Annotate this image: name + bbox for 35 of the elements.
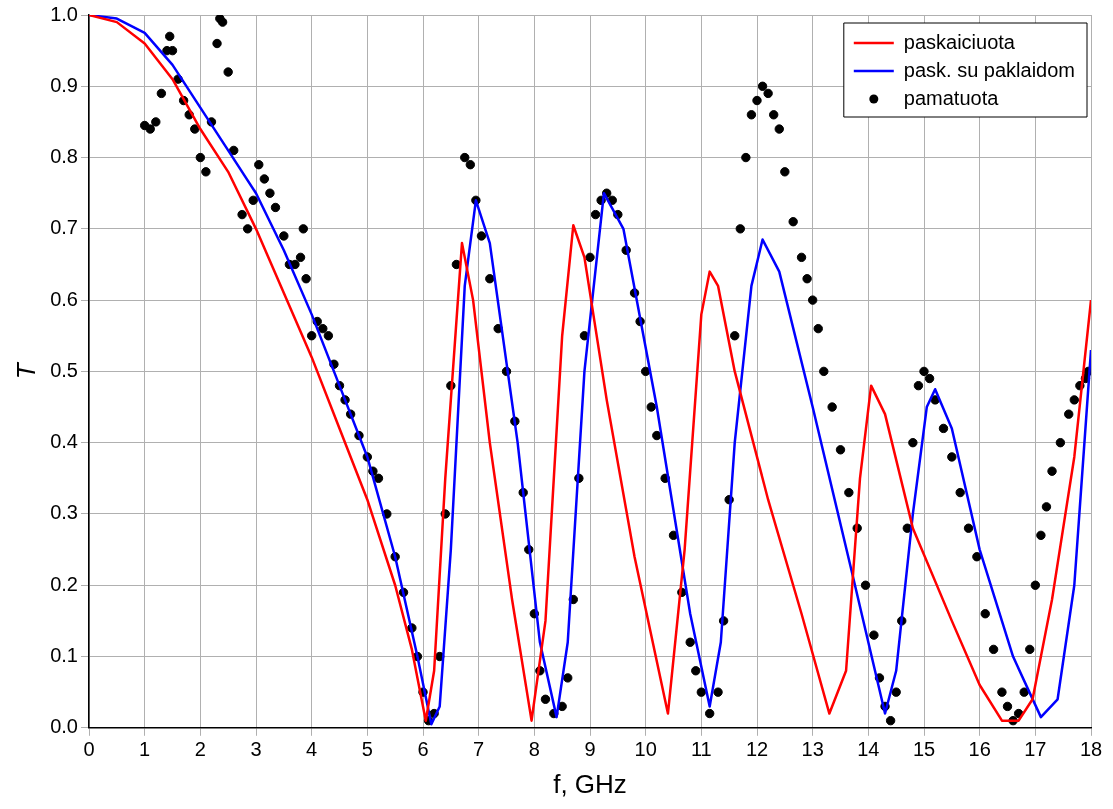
x-tick-label: 17 (1024, 738, 1047, 761)
y-tick-label: 0.3 (50, 501, 78, 524)
x-tick-label: 6 (417, 738, 429, 761)
y-tick-label: 0.2 (50, 572, 78, 595)
y-tick-label: 0.8 (50, 145, 78, 168)
legend-label: pask. su paklaidom (903, 58, 1075, 81)
x-tick-label: 13 (801, 738, 824, 761)
x-tick-label: 12 (745, 738, 769, 761)
x-tick-label: 4 (306, 738, 318, 761)
legend-label: paskaiciuota (903, 30, 1016, 53)
y-axis-title: T (10, 361, 41, 380)
x-tick-label: 11 (690, 738, 712, 761)
x-tick-label: 1 (139, 738, 151, 761)
x-tick-label: 2 (194, 738, 206, 761)
x-tick-label: 18 (1079, 738, 1103, 761)
x-tick-label: 16 (968, 738, 991, 761)
y-tick-label: 0.4 (50, 430, 78, 453)
x-tick-label: 9 (584, 738, 596, 761)
y-tick-label: 0.7 (50, 216, 78, 239)
x-tick-label: 8 (528, 738, 540, 761)
x-tick-label: 3 (250, 738, 262, 761)
x-tick-label: 5 (361, 738, 373, 761)
legend-label: pamatuota (903, 86, 1000, 109)
x-tick-label: 10 (634, 738, 657, 761)
x-tick-label: 0 (83, 738, 95, 761)
y-tick-label: 0.5 (50, 358, 78, 381)
y-tick-label: 0.9 (50, 73, 78, 96)
x-axis-title: f, GHz (553, 768, 627, 799)
y-tick-label: 0.6 (50, 287, 78, 310)
y-tick-label: 0.0 (50, 715, 78, 738)
x-tick-label: 7 (473, 738, 485, 761)
y-tick-label: 1.0 (50, 2, 78, 25)
x-tick-label: 14 (857, 738, 880, 761)
x-tick-label: 15 (912, 738, 936, 761)
y-tick-label: 0.1 (50, 644, 78, 667)
